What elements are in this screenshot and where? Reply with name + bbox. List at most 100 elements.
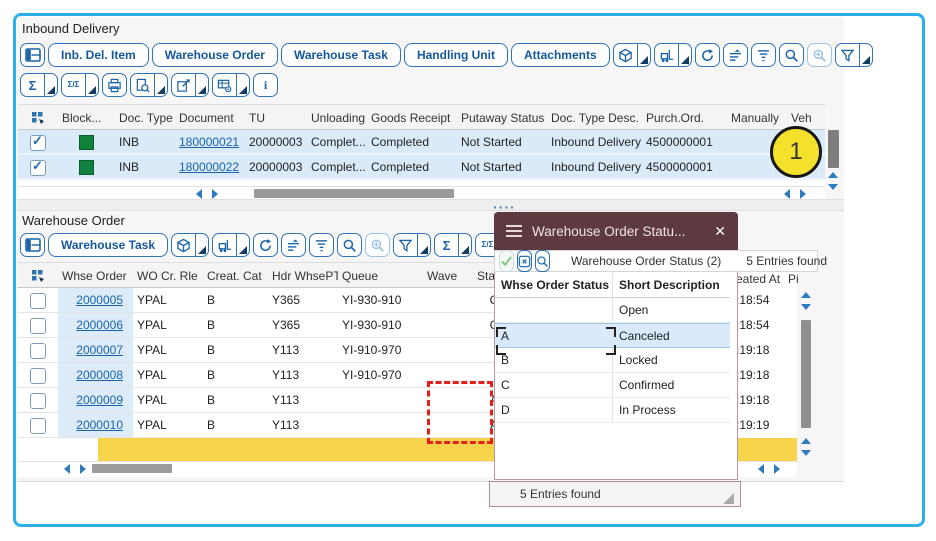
scroll-right-icon[interactable] [80, 464, 86, 474]
row-checkbox-checked[interactable] [30, 158, 46, 176]
table-view-icon-button[interactable] [20, 233, 45, 257]
warehouse-order-vscrollbar[interactable] [799, 262, 813, 477]
hscroll-thumb[interactable] [92, 464, 172, 473]
col-header-unloading[interactable]: Unloading [307, 104, 367, 130]
row-checkbox[interactable] [30, 393, 46, 409]
forklift-dropdown[interactable] [237, 233, 251, 257]
row-select-cell[interactable] [18, 288, 58, 313]
document-link[interactable]: 180000022 [179, 160, 240, 174]
filter-dropdown[interactable] [418, 233, 432, 257]
warehouse-task-button[interactable]: Warehouse Task [48, 233, 169, 257]
view-find-dropdown[interactable] [155, 73, 168, 97]
accept-button[interactable] [499, 250, 514, 272]
sort-descending-icon-button[interactable] [309, 233, 335, 257]
whse-order-link[interactable]: 2000010 [76, 418, 123, 432]
warehouse-order-button[interactable]: Warehouse Order [151, 43, 278, 67]
col-header-creat-cat[interactable]: Creat. Cat [203, 262, 268, 288]
refresh-icon-button[interactable] [694, 43, 720, 67]
scroll-right-icon[interactable] [212, 189, 218, 199]
scroll-up-icon[interactable] [801, 438, 811, 444]
close-icon[interactable]: ✕ [714, 222, 726, 239]
search-button[interactable] [535, 250, 550, 272]
row-select-cell[interactable] [18, 338, 58, 363]
popup-row-canceled-status[interactable]: A [495, 323, 613, 348]
row-checkbox[interactable] [30, 418, 46, 434]
hscroll-thumb[interactable] [254, 189, 454, 198]
col-header-doc-type-desc[interactable]: Doc. Type Desc. [547, 104, 642, 130]
scroll-left-icon[interactable] [784, 189, 790, 199]
row-select-cell[interactable] [18, 388, 58, 413]
popup-row-locked[interactable]: Locked [613, 348, 730, 373]
row-checkbox[interactable] [30, 318, 46, 334]
col-header-block[interactable]: Block... [58, 104, 115, 130]
row-select-cell[interactable] [18, 130, 58, 155]
col-header-document[interactable]: Document [175, 104, 245, 130]
col-header-putaway-status[interactable]: Putaway Status [457, 104, 547, 130]
select-all-header[interactable] [18, 262, 58, 288]
row-select-cell[interactable] [18, 363, 58, 388]
whse-order-link[interactable]: 2000005 [76, 293, 123, 307]
col-header-whse-order[interactable]: Whse Order [58, 262, 133, 288]
filter-dropdown[interactable] [859, 43, 873, 67]
splitter-handle[interactable]: ···· [493, 199, 516, 215]
search-more-icon-button[interactable] [365, 233, 391, 257]
scroll-right-icon[interactable] [800, 189, 806, 199]
whse-order-link[interactable]: 2000008 [76, 368, 123, 382]
sum-icon-button[interactable]: Σ [20, 73, 45, 97]
row-select-cell[interactable] [18, 313, 58, 338]
forklift-dropdown[interactable] [678, 43, 692, 67]
search-icon-button[interactable] [337, 233, 363, 257]
row-checkbox-checked[interactable] [30, 133, 46, 151]
attachments-button[interactable]: Attachments [510, 43, 610, 67]
popup-row-locked-status[interactable]: B [495, 348, 613, 373]
col-header-pi[interactable]: Pi [788, 272, 799, 286]
col-header-wo-cr-rle[interactable]: WO Cr. Rle [133, 262, 203, 288]
row-checkbox[interactable] [30, 293, 46, 309]
col-header-manually[interactable]: Manually [727, 104, 787, 130]
scroll-left-icon[interactable] [196, 189, 202, 199]
close-box-button[interactable] [517, 250, 532, 272]
col-header-goods-receipt[interactable]: Goods Receipt [367, 104, 457, 130]
forklift-icon-button[interactable] [212, 233, 238, 257]
section-splitter[interactable]: ···· [17, 199, 844, 215]
sum-dropdown[interactable] [459, 233, 473, 257]
refresh-icon-button[interactable] [253, 233, 279, 257]
scroll-down-icon[interactable] [801, 304, 811, 310]
whse-order-link[interactable]: 2000009 [76, 393, 123, 407]
subtotal-dropdown[interactable] [86, 73, 99, 97]
sort-ascending-icon-button[interactable] [281, 233, 307, 257]
cube-icon-button[interactable] [171, 233, 197, 257]
table-view-icon-button[interactable] [20, 43, 45, 67]
search-icon-button[interactable] [778, 43, 804, 67]
scroll-right-icon[interactable] [774, 464, 780, 474]
col-header-queue[interactable]: Queue [338, 262, 423, 288]
popup-row-canceled[interactable]: Canceled [613, 323, 730, 348]
scroll-down-icon[interactable] [801, 450, 811, 456]
select-all-header[interactable] [18, 104, 58, 130]
table-settings-icon-button[interactable] [212, 73, 237, 97]
sort-descending-icon-button[interactable] [750, 43, 776, 67]
row-checkbox[interactable] [30, 343, 46, 359]
col-header-hdr-whsept[interactable]: Hdr WhsePT [268, 262, 338, 288]
document-link[interactable]: 180000021 [179, 135, 240, 149]
handling-unit-button[interactable]: Handling Unit [403, 43, 508, 67]
sum-icon-button[interactable]: Σ [434, 233, 460, 257]
scroll-up-icon[interactable] [801, 292, 811, 298]
resize-grip[interactable] [723, 492, 734, 504]
popup-row-inprocess-status[interactable]: D [495, 398, 613, 423]
cube-dropdown[interactable] [637, 43, 651, 67]
cube-icon-button[interactable] [612, 43, 638, 67]
whse-order-link[interactable]: 2000006 [76, 318, 123, 332]
popup-row-open-status[interactable] [495, 298, 613, 323]
forklift-icon-button[interactable] [653, 43, 679, 67]
table-settings-dropdown[interactable] [237, 73, 250, 97]
popup-row-confirmed-status[interactable]: C [495, 373, 613, 398]
sort-ascending-icon-button[interactable] [722, 43, 748, 67]
warehouse-task-button[interactable]: Warehouse Task [280, 43, 401, 67]
subtotal-icon-button[interactable]: Σ/Σ [61, 73, 86, 97]
whse-order-link[interactable]: 2000007 [76, 343, 123, 357]
col-header-tu[interactable]: TU [245, 104, 307, 130]
col-header-purch-ord[interactable]: Purch.Ord. [642, 104, 727, 130]
export-dropdown[interactable] [196, 73, 209, 97]
sum-dropdown[interactable] [45, 73, 58, 97]
